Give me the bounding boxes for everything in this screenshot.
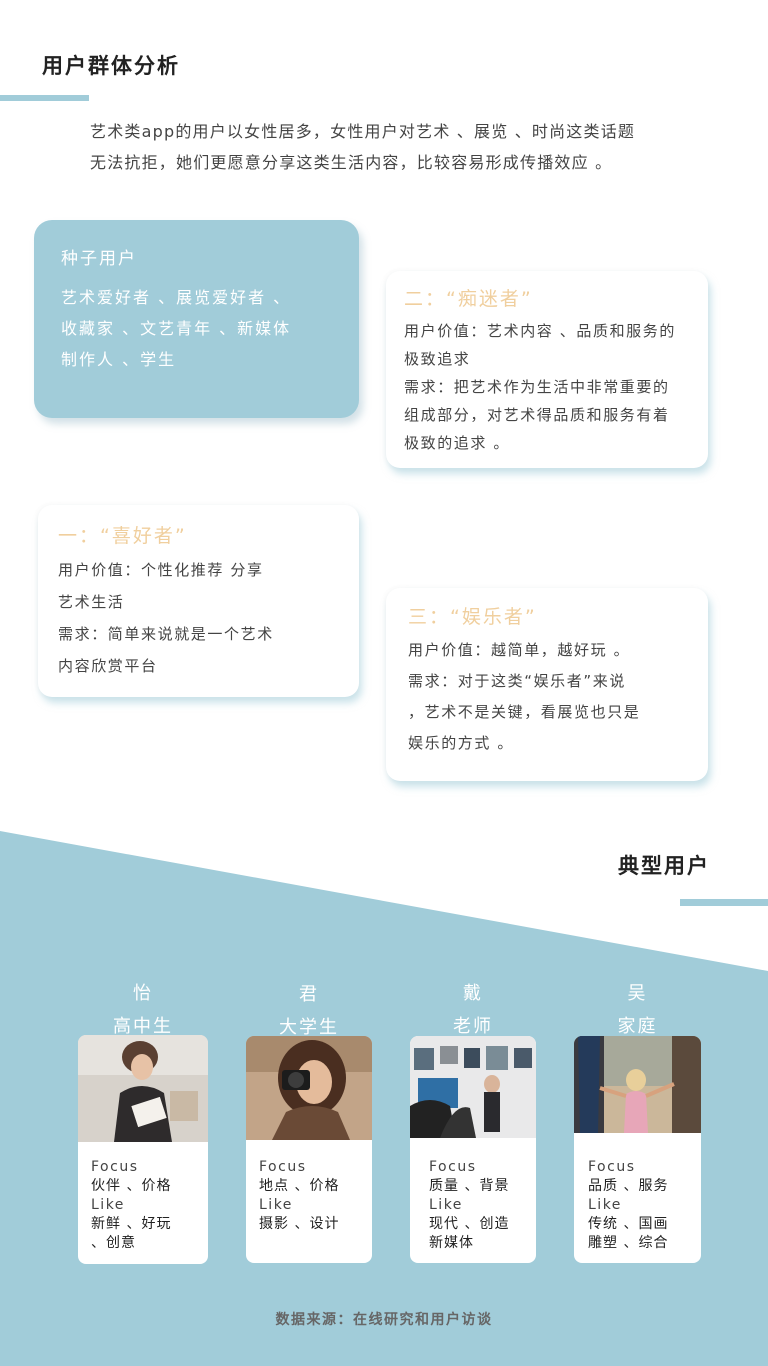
persona-heading: 二：“痴迷者” (404, 288, 533, 310)
user-tags: Focus 伙伴 、价格 Like 新鲜 、好玩 、创意 (91, 1158, 171, 1253)
focus-value: 伙伴 、价格 (91, 1178, 172, 1194)
persona-text: 用户价值：个性化推荐 分享 艺术生活 需求：简单来说就是一个艺术 内容欣赏平台 (58, 554, 274, 682)
typical-user-name: 怡 高中生 (78, 979, 208, 1038)
persona-card-enthusiast: 一：“喜好者” 用户价值：个性化推荐 分享 艺术生活 需求：简单来说就是一个艺术… (38, 505, 359, 697)
intro-line: 艺术类app的用户以女性居多，女性用户对艺术 、展览 、时尚这类话题 (90, 122, 636, 141)
typical-user-card: Focus 品质 、服务 Like 传统 、国画 雕塑 、综合 (574, 1036, 701, 1263)
like-value: 摄影 、设计 (259, 1216, 340, 1232)
user-name: 君 (299, 984, 319, 1005)
section-title-analysis: 用户群体分析 (42, 54, 180, 78)
seed-users-card: 种子用户 艺术爱好者 、展览爱好者 、 收藏家 、文艺青年 、新媒体 制作人 、… (34, 220, 359, 418)
persona-line: 用户价值：越简单，越好玩 。 (408, 641, 631, 659)
persona-heading: 一：“喜好者” (58, 525, 187, 547)
like-value: 新鲜 、好玩 (91, 1216, 172, 1232)
user-name: 吴 (627, 983, 648, 1004)
seed-line: 收藏家 、文艺青年 、新媒体 (61, 319, 292, 338)
persona-line: 内容欣赏平台 (58, 657, 158, 675)
like-label: Like (259, 1197, 293, 1213)
persona-line: 极致追求 (404, 350, 471, 368)
user-photo (410, 1036, 536, 1138)
user-role: 家庭 (617, 1016, 658, 1037)
persona-line: ，艺术不是关键，看展览也只是 (408, 703, 641, 721)
persona-line: 极致的追求 。 (404, 434, 510, 452)
like-value: 雕塑 、综合 (588, 1235, 669, 1251)
focus-value: 质量 、背景 (429, 1178, 510, 1194)
like-value: 新媒体 (429, 1235, 474, 1251)
persona-text: 用户价值：越简单，越好玩 。 需求：对于这类“娱乐者”来说 ，艺术不是关键，看展… (408, 635, 640, 759)
typical-user-card: Focus 伙伴 、价格 Like 新鲜 、好玩 、创意 (78, 1035, 208, 1264)
persona-line: 需求：把艺术作为生活中非常重要的 (404, 378, 670, 396)
like-value: 、创意 (91, 1235, 136, 1251)
like-label: Like (91, 1197, 125, 1213)
persona-line: 艺术生活 (58, 593, 125, 611)
like-value: 现代 、创造 (429, 1216, 510, 1232)
focus-label: Focus (91, 1159, 139, 1175)
persona-card-obsessed: 二：“痴迷者” 用户价值：艺术内容 、品质和服务的 极致追求 需求：把艺术作为生… (386, 271, 708, 468)
focus-value: 品质 、服务 (588, 1178, 669, 1194)
focus-label: Focus (588, 1159, 636, 1175)
persona-heading: 三：“娱乐者” (408, 606, 537, 628)
seed-line: 艺术爱好者 、展览爱好者 、 (61, 288, 292, 307)
user-role: 大学生 (279, 1017, 339, 1038)
typical-user-card: Focus 质量 、背景 Like 现代 、创造 新媒体 (410, 1036, 536, 1263)
like-label: Like (429, 1197, 463, 1213)
focus-value: 地点 、价格 (259, 1178, 340, 1194)
seed-line: 制作人 、学生 (61, 350, 177, 369)
user-name: 怡 (133, 983, 153, 1004)
intro-paragraph: 艺术类app的用户以女性居多，女性用户对艺术 、展览 、时尚这类话题 无法抗拒，… (90, 116, 750, 178)
persona-line: 用户价值：个性化推荐 分享 (58, 561, 264, 579)
persona-line: 需求：对于这类“娱乐者”来说 (408, 672, 626, 690)
typical-user-name: 君 大学生 (246, 980, 372, 1039)
seed-users-title: 种子用户 (61, 249, 137, 269)
persona-line: 组成部分，对艺术得品质和服务有着 (404, 406, 670, 424)
persona-card-entertainer: 三：“娱乐者” 用户价值：越简单，越好玩 。 需求：对于这类“娱乐者”来说 ，艺… (386, 588, 708, 781)
section-title-typical: 典型用户 (618, 854, 710, 878)
like-value: 传统 、国画 (588, 1216, 669, 1232)
user-tags: Focus 地点 、价格 Like 摄影 、设计 (259, 1158, 339, 1234)
user-photo (246, 1036, 372, 1140)
typical-user-card: Focus 地点 、价格 Like 摄影 、设计 (246, 1036, 372, 1263)
user-tags: Focus 质量 、背景 Like 现代 、创造 新媒体 (429, 1158, 509, 1253)
user-photo (78, 1035, 208, 1142)
focus-label: Focus (429, 1159, 477, 1175)
seed-users-list: 艺术爱好者 、展览爱好者 、 收藏家 、文艺青年 、新媒体 制作人 、学生 (61, 282, 291, 375)
section-title-bar (0, 95, 89, 101)
typical-user-name: 吴 家庭 (574, 979, 701, 1038)
user-role: 老师 (453, 1016, 493, 1037)
user-name: 戴 (463, 983, 483, 1004)
persona-line: 需求：简单来说就是一个艺术 (58, 625, 274, 643)
user-photo (574, 1036, 701, 1133)
persona-text: 用户价值：艺术内容 、品质和服务的 极致追求 需求：把艺术作为生活中非常重要的 … (404, 317, 676, 457)
like-label: Like (588, 1197, 622, 1213)
user-tags: Focus 品质 、服务 Like 传统 、国画 雕塑 、综合 (588, 1158, 668, 1253)
user-role: 高中生 (113, 1016, 173, 1037)
persona-line: 娱乐的方式 。 (408, 734, 514, 752)
typical-title-bar (680, 899, 768, 906)
persona-line: 用户价值：艺术内容 、品质和服务的 (404, 322, 676, 340)
typical-user-name: 戴 老师 (410, 979, 536, 1038)
focus-label: Focus (259, 1159, 307, 1175)
intro-line: 无法抗拒，她们更愿意分享这类生活内容，比较容易形成传播效应 。 (90, 153, 613, 172)
data-source-note: 数据来源：在线研究和用户访谈 (275, 1312, 493, 1328)
